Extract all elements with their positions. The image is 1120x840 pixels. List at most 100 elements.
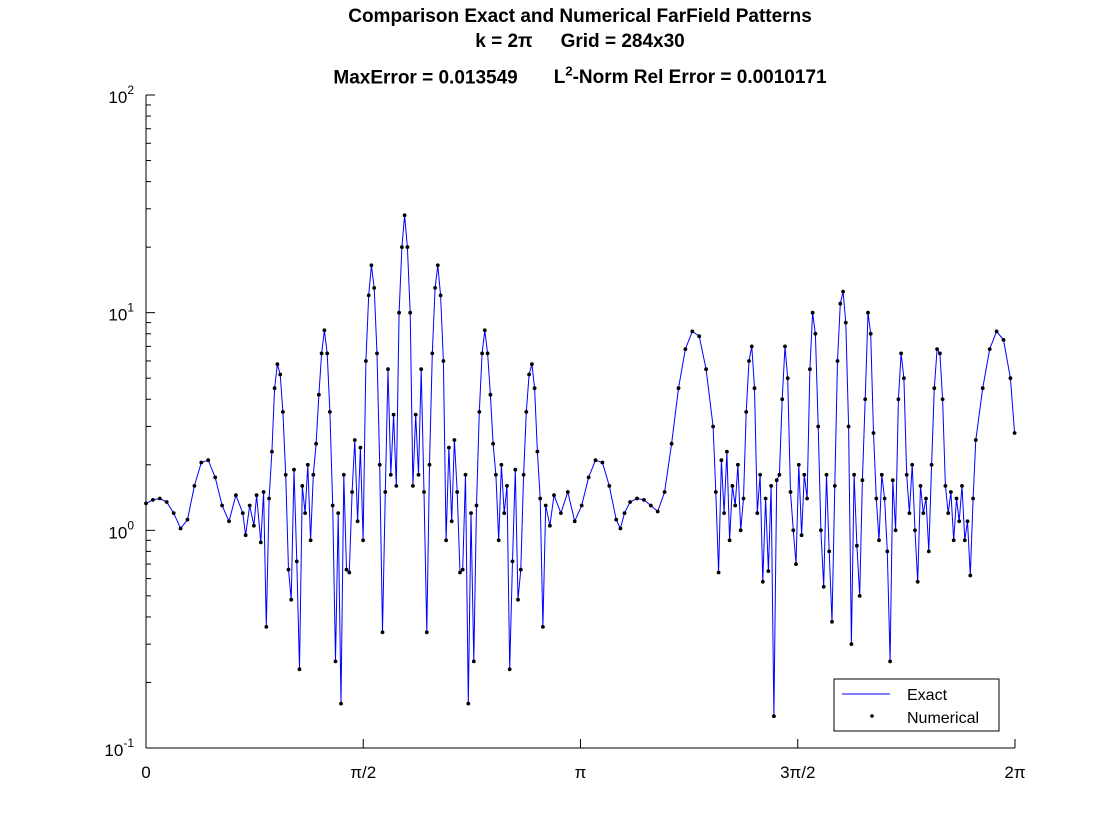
numerical-point: [987, 347, 992, 351]
numerical-point: [949, 490, 953, 494]
numerical-point: [719, 458, 724, 463]
numerical-point: [885, 549, 890, 554]
numerical-point: [171, 511, 176, 515]
numerical-point: [600, 460, 605, 465]
chart-subtitle: k = 2π Grid = 284x30: [0, 31, 1120, 53]
numerical-point: [394, 484, 399, 488]
numerical-point: [330, 503, 335, 508]
numerical-point: [744, 410, 749, 414]
numerical-point: [813, 331, 818, 336]
numerical-point: [144, 501, 148, 506]
numerical-point: [206, 458, 211, 463]
numerical-point: [391, 412, 396, 417]
numerical-point: [220, 503, 225, 508]
numerical-point: [915, 579, 920, 584]
numerical-point: [380, 630, 385, 635]
subtitle-k: k = 2π: [475, 31, 533, 52]
numerical-point: [841, 289, 845, 294]
numerical-point: [760, 579, 765, 584]
numerical-point: [669, 441, 674, 446]
x-tick-label: 0: [141, 763, 150, 782]
numerical-point: [449, 519, 454, 524]
numerical-point: [697, 334, 702, 339]
numerical-point: [871, 431, 876, 435]
numerical-point: [733, 503, 738, 508]
numerical-point: [548, 523, 552, 528]
numerical-point: [752, 386, 757, 391]
numerical-point: [830, 619, 834, 624]
numerical-point: [863, 397, 868, 402]
numerical-point: [704, 367, 708, 372]
numerical-point: [286, 567, 291, 572]
numerical-point: [535, 449, 540, 454]
numerical-point: [466, 701, 471, 706]
numerical-point: [935, 347, 939, 351]
numerical-point: [893, 528, 898, 533]
numerical-point: [819, 528, 823, 533]
numerical-point: [994, 329, 999, 334]
numerical-point: [951, 538, 956, 543]
numerical-point: [377, 462, 382, 467]
numerical-point: [281, 410, 285, 414]
exact-series: [145, 215, 1016, 717]
numerical-point: [408, 310, 413, 315]
numerical-point: [261, 490, 266, 494]
numerical-point: [565, 490, 570, 494]
numerical-point: [319, 351, 324, 356]
y-tick-label: 102: [108, 83, 134, 107]
numerical-point: [736, 462, 740, 467]
numerical-point: [716, 570, 721, 575]
numerical-point: [946, 511, 951, 515]
numerical-point: [805, 496, 809, 501]
legend-exact-label: Exact: [907, 687, 948, 704]
numerical-point: [802, 472, 807, 477]
numerical-point: [505, 484, 509, 488]
x-tick-label: π/2: [350, 763, 376, 782]
numerical-point: [213, 475, 218, 480]
numerical-point: [435, 263, 440, 268]
numerical-point: [921, 511, 926, 515]
numerical-point: [838, 301, 843, 306]
numerical-point: [924, 496, 928, 501]
numerical-point: [832, 484, 837, 488]
numerical-point: [366, 293, 371, 298]
numerical-point: [622, 511, 627, 515]
numerical-point: [1008, 376, 1013, 381]
numerical-point: [386, 367, 390, 372]
numerical-point: [447, 445, 451, 450]
numerical-series: [144, 213, 1017, 719]
numerical-point: [383, 490, 388, 494]
numerical-point: [866, 310, 870, 315]
numerical-point: [559, 511, 563, 515]
numerical-point: [722, 511, 726, 515]
numerical-point: [518, 567, 523, 572]
numerical-point: [957, 519, 962, 524]
numerical-point: [400, 245, 404, 250]
numerical-point: [463, 472, 468, 477]
numerical-point: [355, 519, 360, 524]
numerical-point: [586, 475, 591, 480]
numerical-point: [968, 573, 973, 578]
numerical-point: [419, 367, 424, 372]
numerical-point: [264, 625, 269, 629]
numerical-point: [234, 493, 238, 498]
numerical-point: [882, 496, 887, 501]
numerical-point: [874, 496, 879, 501]
numerical-point: [593, 458, 598, 463]
numerical-point: [344, 567, 349, 572]
numerical-point: [635, 496, 639, 501]
numerical-point: [243, 533, 248, 538]
numerical-point: [494, 472, 498, 477]
numerical-point: [350, 490, 354, 494]
numerical-point: [648, 503, 653, 508]
numerical-point: [766, 569, 771, 573]
legend-box: [833, 678, 1000, 732]
numerical-point: [157, 496, 162, 501]
numerical-point: [980, 386, 985, 391]
max-error-text: MaxError = 0.013549: [333, 67, 518, 89]
numerical-point: [300, 484, 305, 488]
numerical-point: [769, 484, 773, 488]
numerical-point: [294, 559, 299, 564]
numerical-point: [510, 559, 515, 564]
